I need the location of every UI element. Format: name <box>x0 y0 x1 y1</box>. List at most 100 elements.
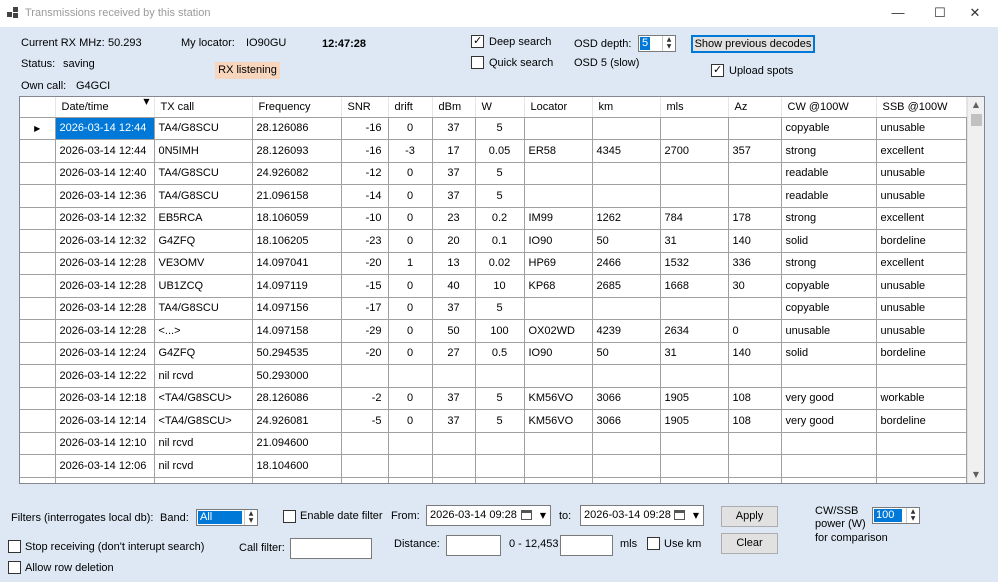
cell-datetime[interactable] <box>55 477 155 483</box>
scroll-thumb[interactable] <box>971 114 982 126</box>
cell-watts[interactable]: 5 <box>475 184 525 208</box>
column-header-dbm[interactable]: dBm <box>432 97 476 118</box>
cell-tx-call[interactable]: 0N5IMH <box>154 139 253 163</box>
row-header[interactable] <box>20 432 56 455</box>
band-spinner-arrows-icon[interactable]: ▲ ▼ <box>244 510 257 525</box>
cell-tx-call[interactable]: <...> <box>154 319 253 343</box>
cell-frequency[interactable]: 14.097156 <box>252 297 342 320</box>
cell-watts[interactable] <box>475 477 525 483</box>
cell-locator[interactable] <box>524 162 593 185</box>
cell-az[interactable]: 336 <box>728 252 782 275</box>
cell-tx-call[interactable]: nil rcvd <box>154 454 253 478</box>
cell-az[interactable]: 30 <box>728 274 782 298</box>
cell-snr[interactable] <box>341 432 389 455</box>
cell-tx-call[interactable]: <TA4/G8SCU> <box>154 409 253 433</box>
cell-watts[interactable]: 0.1 <box>475 229 525 253</box>
cell-km[interactable]: 2685 <box>592 274 661 298</box>
chevron-down-icon[interactable]: ▼ <box>539 511 546 520</box>
cell-snr[interactable]: -10 <box>341 207 389 230</box>
band-spinner[interactable]: All ▲ ▼ <box>196 509 258 526</box>
cell-mls[interactable]: 31 <box>660 229 729 253</box>
cell-frequency[interactable]: 18.106205 <box>252 229 342 253</box>
column-header-mls[interactable]: mls <box>660 97 729 118</box>
table-row[interactable]: 2026-03-14 12:14 <TA4/G8SCU> 24.926081 -5 0 3… <box>20 409 967 433</box>
grid-vertical-scrollbar[interactable]: ▲ ▼ <box>967 97 984 483</box>
minimize-button[interactable]: — <box>891 5 905 20</box>
cell-frequency[interactable]: 21.094600 <box>252 432 342 455</box>
cell-cw[interactable]: strong <box>781 139 877 163</box>
decodes-grid[interactable]: Date/time ▼ TX call Frequency SNR drift d… <box>19 96 985 484</box>
cell-az[interactable]: 140 <box>728 342 782 365</box>
cell-locator[interactable] <box>524 364 593 388</box>
cell-dbm[interactable] <box>432 432 476 455</box>
cell-km[interactable]: 50 <box>592 342 661 365</box>
table-row[interactable]: 2026-03-14 12:36 TA4/G8SCU 21.096158 -14 0 37… <box>20 184 967 208</box>
quick-search-label[interactable]: Quick search <box>489 57 554 69</box>
cell-az[interactable] <box>728 477 782 483</box>
cell-km[interactable]: 2466 <box>592 252 661 275</box>
spinner-arrows-icon[interactable]: ▲ ▼ <box>662 36 675 51</box>
table-row[interactable]: 2026-03-14 12:28 UB1ZCQ 14.097119 -15 0 40 10 K… <box>20 274 967 298</box>
cell-watts[interactable]: 5 <box>475 117 525 140</box>
cell-locator[interactable]: KM56VO <box>524 409 593 433</box>
to-date-value[interactable]: 2026-03-14 09:28 <box>584 509 671 521</box>
column-header-snr[interactable]: SNR <box>341 97 389 118</box>
cell-datetime[interactable]: 2026-03-14 12:28 <box>55 297 155 320</box>
cell-ssb[interactable]: bordeline <box>876 229 967 253</box>
cell-mls[interactable] <box>660 432 729 455</box>
cell-snr[interactable]: -17 <box>341 297 389 320</box>
row-header[interactable] <box>20 139 56 163</box>
cell-snr[interactable]: -29 <box>341 319 389 343</box>
cell-watts[interactable]: 0.05 <box>475 139 525 163</box>
table-row[interactable]: 2026-03-14 12:28 VE3OMV 14.097041 -20 1 13 0.0… <box>20 252 967 275</box>
cell-ssb[interactable]: unusable <box>876 162 967 185</box>
cell-datetime[interactable]: 2026-03-14 12:10 <box>55 432 155 455</box>
cell-az[interactable]: 357 <box>728 139 782 163</box>
cell-drift[interactable]: 0 <box>388 117 433 140</box>
cell-km[interactable] <box>592 477 661 483</box>
cell-cw[interactable]: strong <box>781 207 877 230</box>
row-header[interactable] <box>20 162 56 185</box>
cell-km[interactable]: 4345 <box>592 139 661 163</box>
cell-ssb[interactable] <box>876 477 967 483</box>
scroll-up-icon[interactable]: ▲ <box>972 100 980 109</box>
column-header-cw[interactable]: CW @100W <box>781 97 877 118</box>
cell-snr[interactable]: -15 <box>341 274 389 298</box>
cell-az[interactable] <box>728 364 782 388</box>
cell-datetime[interactable]: 2026-03-14 12:22 <box>55 364 155 388</box>
table-row[interactable]: 2026-03-14 12:10 nil rcvd 21.094600 <box>20 432 967 455</box>
row-header[interactable] <box>20 319 56 343</box>
cell-drift[interactable]: 0 <box>388 319 433 343</box>
cell-cw[interactable]: copyable <box>781 297 877 320</box>
deep-search-checkbox[interactable] <box>471 34 484 48</box>
row-header[interactable] <box>20 207 56 230</box>
cell-ssb[interactable] <box>876 432 967 455</box>
cell-tx-call[interactable]: VE3OMV <box>154 252 253 275</box>
cell-cw[interactable]: very good <box>781 387 877 410</box>
cell-datetime[interactable]: 2026-03-14 12:18 <box>55 387 155 410</box>
cell-ssb[interactable]: unusable <box>876 274 967 298</box>
cell-snr[interactable] <box>341 364 389 388</box>
cell-locator[interactable]: IO90 <box>524 342 593 365</box>
cell-dbm[interactable]: 50 <box>432 319 476 343</box>
cell-mls[interactable]: 1905 <box>660 409 729 433</box>
cell-watts[interactable]: 5 <box>475 297 525 320</box>
cell-ssb[interactable]: excellent <box>876 139 967 163</box>
cell-cw[interactable] <box>781 364 877 388</box>
cell-datetime[interactable]: 2026-03-14 12:28 <box>55 252 155 275</box>
from-date-picker[interactable]: 2026-03-14 09:28 ▼ <box>426 505 551 526</box>
cell-drift[interactable]: 0 <box>388 409 433 433</box>
row-header[interactable] <box>20 297 56 320</box>
table-row[interactable]: 2026-03-14 12:32 EB5RCA 18.106059 -10 0 23 0.2… <box>20 207 967 230</box>
cell-km[interactable]: 1262 <box>592 207 661 230</box>
cell-datetime[interactable]: 2026-03-14 12:28 <box>55 319 155 343</box>
cell-mls[interactable] <box>660 184 729 208</box>
osd-depth-value[interactable]: 5 <box>640 37 651 50</box>
cell-cw[interactable]: readable <box>781 184 877 208</box>
deep-search-label[interactable]: Deep search <box>489 36 552 48</box>
cell-datetime[interactable]: 2026-03-14 12:28 <box>55 274 155 298</box>
cell-locator[interactable] <box>524 454 593 478</box>
cell-cw[interactable]: copyable <box>781 274 877 298</box>
column-header-ssb[interactable]: SSB @100W <box>876 97 967 118</box>
cell-drift[interactable]: 0 <box>388 274 433 298</box>
